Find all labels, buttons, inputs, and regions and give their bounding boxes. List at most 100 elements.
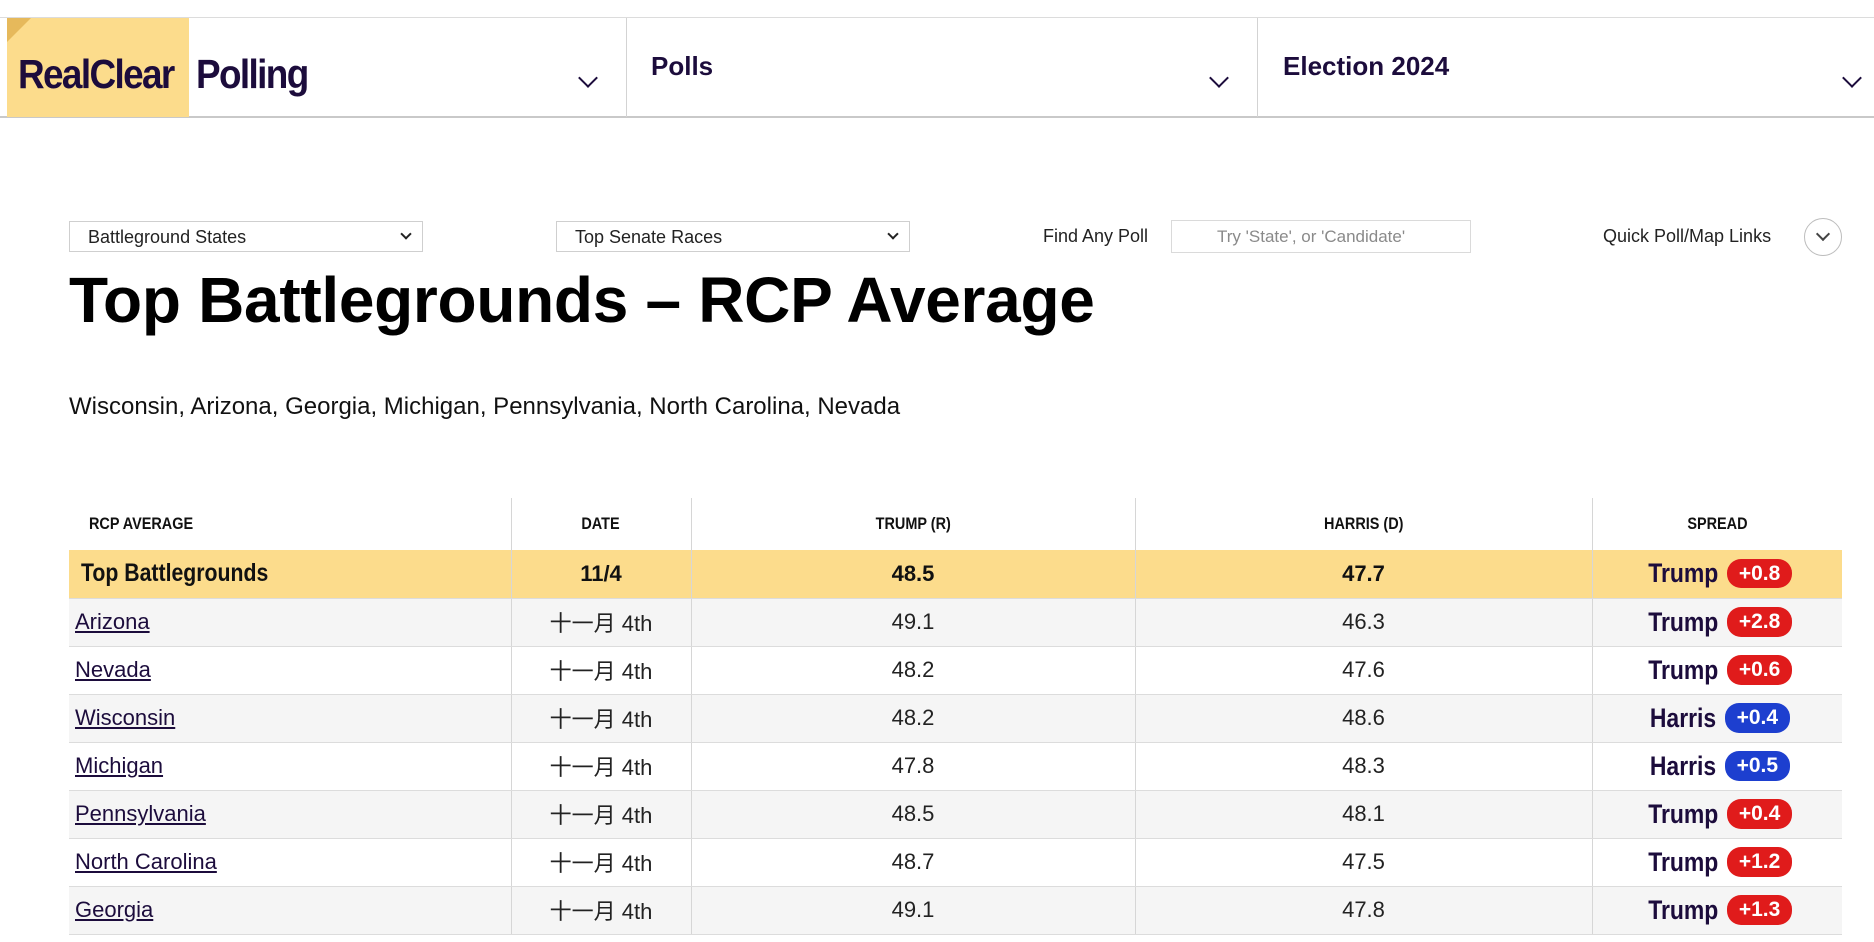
summary-spread: Trump +0.8 [1592, 550, 1842, 599]
logo-fold-corner [7, 18, 31, 42]
battleground-states-select-value: Battleground States [88, 227, 247, 247]
summary-name: Top Battlegrounds [69, 550, 512, 599]
nav-logo-menu[interactable]: RealClear Polling [0, 18, 627, 117]
column-header-rcp-average: RCP AVERAGE [69, 498, 512, 550]
rcp-average-table: RCP AVERAGE DATE TRUMP (R) HARRIS (D) SP… [69, 498, 1842, 935]
logo-block: RealClear [7, 18, 189, 117]
date-cell: 十一月 4th [511, 838, 692, 887]
state-cell: Georgia [69, 886, 512, 935]
column-header-trump: TRUMP (R) [691, 498, 1136, 550]
page-subtitle: Wisconsin, Arizona, Georgia, Michigan, P… [69, 393, 901, 420]
chevron-down-icon [1815, 226, 1831, 242]
nav-menu-election-2024[interactable]: Election 2024 [1258, 18, 1874, 117]
table-row: North Carolina 十一月 4th 48.7 47.5 Trump +1.2 [69, 838, 1842, 887]
spread-leader: Trump [1648, 846, 1719, 877]
column-header-date: DATE [511, 498, 692, 550]
harris-cell: 48.6 [1135, 694, 1593, 743]
nav-menu-polls[interactable]: Polls [627, 18, 1258, 117]
spread-leader: Harris [1650, 702, 1717, 733]
spread-cell: Trump +2.8 [1592, 598, 1842, 647]
spread-badge: +0.4 [1724, 703, 1791, 733]
state-cell: North Carolina [69, 838, 512, 887]
state-cell: Wisconsin [69, 694, 512, 743]
date-cell: 十一月 4th [511, 742, 692, 791]
spread-leader: Trump [1648, 558, 1719, 589]
table-row: Nevada 十一月 4th 48.2 47.6 Trump +0.6 [69, 646, 1842, 695]
chevron-down-icon [887, 228, 899, 240]
trump-cell: 48.7 [691, 838, 1136, 887]
date-cell: 十一月 4th [511, 790, 692, 839]
spread-leader: Trump [1648, 894, 1719, 925]
table-header-row: RCP AVERAGE DATE TRUMP (R) HARRIS (D) SP… [69, 498, 1842, 550]
spread-cell: Trump +0.6 [1592, 646, 1842, 695]
chevron-down-icon [400, 228, 412, 240]
harris-cell: 47.5 [1135, 838, 1593, 887]
spread-badge: +0.4 [1726, 799, 1793, 829]
battleground-states-select[interactable]: Battleground States [69, 221, 423, 252]
quick-links-toggle-button[interactable] [1804, 218, 1842, 256]
state-cell: Nevada [69, 646, 512, 695]
spread-cell: Harris +0.5 [1592, 742, 1842, 791]
harris-cell: 46.3 [1135, 598, 1593, 647]
state-link[interactable]: Michigan [75, 753, 164, 778]
spread-cell: Trump +0.4 [1592, 790, 1842, 839]
trump-cell: 48.2 [691, 646, 1136, 695]
column-header-harris: HARRIS (D) [1135, 498, 1593, 550]
quick-links-label[interactable]: Quick Poll/Map Links [1603, 226, 1772, 246]
top-navigation: RealClear Polling Polls Election 2024 [0, 17, 1874, 118]
spread-leader: Trump [1648, 654, 1719, 685]
table-row: Wisconsin 十一月 4th 48.2 48.6 Harris +0.4 [69, 694, 1842, 743]
find-poll-input[interactable] [1171, 220, 1471, 253]
date-cell: 十一月 4th [511, 598, 692, 647]
spread-leader: Trump [1648, 798, 1719, 829]
table-row: Michigan 十一月 4th 47.8 48.3 Harris +0.5 [69, 742, 1842, 791]
page-title: Top Battlegrounds – RCP Average [69, 264, 1095, 336]
harris-cell: 47.8 [1135, 886, 1593, 935]
trump-cell: 48.5 [691, 790, 1136, 839]
spread-cell: Harris +0.4 [1592, 694, 1842, 743]
summary-row: Top Battlegrounds 11/4 48.5 47.7 Trump +… [69, 550, 1842, 599]
table-row: Georgia 十一月 4th 49.1 47.8 Trump +1.3 [69, 886, 1842, 935]
summary-harris: 47.7 [1135, 550, 1593, 599]
state-cell: Arizona [69, 598, 512, 647]
senate-races-select-value: Top Senate Races [575, 227, 723, 247]
state-link[interactable]: Arizona [75, 609, 150, 634]
spread-badge: +0.8 [1726, 559, 1793, 589]
chevron-down-icon[interactable] [1209, 68, 1229, 88]
trump-cell: 47.8 [691, 742, 1136, 791]
spread-badge: +0.5 [1724, 751, 1791, 781]
nav-menu-election-label[interactable]: Election 2024 [1283, 51, 1450, 81]
harris-cell: 48.3 [1135, 742, 1593, 791]
state-link[interactable]: Pennsylvania [75, 801, 206, 826]
chevron-down-icon[interactable] [1842, 68, 1862, 88]
trump-cell: 49.1 [691, 598, 1136, 647]
chevron-down-icon[interactable] [578, 68, 598, 88]
spread-badge: +2.8 [1726, 607, 1793, 637]
state-link[interactable]: North Carolina [75, 849, 217, 874]
state-link[interactable]: Nevada [75, 657, 151, 682]
summary-trump: 48.5 [691, 550, 1136, 599]
logo-text-polling: Polling [196, 51, 309, 97]
date-cell: 十一月 4th [511, 646, 692, 695]
spread-leader: Trump [1648, 606, 1719, 637]
spread-badge: +1.2 [1726, 847, 1793, 877]
trump-cell: 48.2 [691, 694, 1136, 743]
table-row: Arizona 十一月 4th 49.1 46.3 Trump +2.8 [69, 598, 1842, 647]
state-link[interactable]: Wisconsin [75, 705, 176, 730]
harris-cell: 47.6 [1135, 646, 1593, 695]
spread-badge: +1.3 [1726, 895, 1793, 925]
table-row: Pennsylvania 十一月 4th 48.5 48.1 Trump +0.4 [69, 790, 1842, 839]
nav-menu-polls-label[interactable]: Polls [651, 51, 714, 81]
spread-cell: Trump +1.3 [1592, 886, 1842, 935]
logo-text-realclear: RealClear [18, 51, 175, 97]
state-cell: Michigan [69, 742, 512, 791]
spread-cell: Trump +1.2 [1592, 838, 1842, 887]
state-cell: Pennsylvania [69, 790, 512, 839]
senate-races-select[interactable]: Top Senate Races [556, 221, 910, 252]
spread-leader: Harris [1650, 750, 1717, 781]
date-cell: 十一月 4th [511, 694, 692, 743]
summary-date: 11/4 [511, 550, 692, 599]
state-link[interactable]: Georgia [75, 897, 154, 922]
spread-badge: +0.6 [1726, 655, 1793, 685]
find-poll-label: Find Any Poll [1043, 226, 1149, 246]
